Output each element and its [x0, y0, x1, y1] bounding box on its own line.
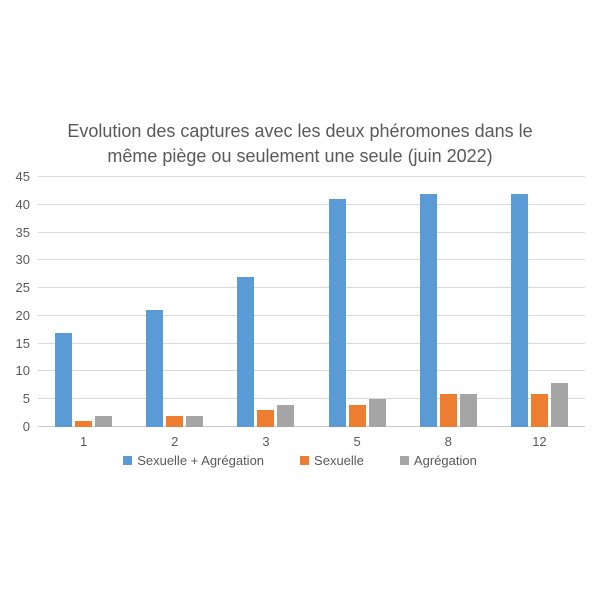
y-tick-20: 20 [15, 307, 30, 323]
y-tick-15: 15 [15, 335, 30, 351]
x-axis-tick-labels: 1 2 3 5 8 12 [38, 434, 585, 449]
legend-swatch-sexuelle [300, 456, 310, 465]
bar-sexuelle-cat-3 [257, 410, 275, 427]
y-tick-35: 35 [15, 224, 30, 240]
gridline-5 [38, 398, 585, 400]
legend: Sexuelle + Agrégation Sexuelle Agrégation [0, 453, 600, 468]
x-tick-5: 5 [353, 434, 361, 449]
y-tick-0: 0 [22, 419, 30, 434]
legend-label-sexuelle-agr-gation: Sexuelle + Agrégation [137, 453, 265, 468]
bar-sexuelle-cat-12 [530, 393, 548, 427]
x-tick-2: 2 [171, 434, 179, 449]
bar-agr-gation-cat-12 [550, 382, 568, 427]
bar-sexuelle-cat-8 [439, 393, 457, 427]
bar-sexuelle-cat-1 [75, 421, 93, 427]
bar-agr-gation-cat-5 [368, 399, 386, 427]
bar-sexuelle-cat-2 [166, 415, 184, 427]
y-tick-30: 30 [15, 252, 30, 268]
legend-item-sexuelle-agr-gation: Sexuelle + Agrégation [123, 453, 264, 468]
bar-group-2 [129, 177, 220, 427]
bar-group-3 [220, 177, 311, 427]
legend-label-agr-gation: Agrégation [413, 453, 477, 468]
chart-title: Evolution des captures avec les deux phé… [67, 121, 533, 166]
bar-agr-gation-cat-3 [277, 404, 295, 427]
y-tick-25: 25 [15, 280, 30, 296]
legend-label-sexuelle: Sexuelle [314, 453, 364, 468]
y-tick-5: 5 [22, 391, 30, 407]
bar-group-1 [38, 177, 129, 427]
gridline-40 [38, 203, 585, 205]
y-tick-10: 10 [15, 363, 30, 379]
bar-group-12 [494, 177, 585, 427]
gridline-25 [38, 287, 585, 289]
legend-item-agr-gation: Agrégation [399, 453, 477, 468]
bar-sexuelle-agr-gation-cat-8 [419, 193, 437, 427]
x-tick-3: 3 [262, 434, 270, 449]
bar-group-8 [403, 177, 494, 427]
bar-sexuelle-agr-gation-cat-1 [55, 332, 73, 427]
legend-item-sexuelle: Sexuelle [300, 453, 364, 468]
bar-group-5 [312, 177, 403, 427]
bar-sexuelle-agr-gation-cat-12 [510, 193, 528, 427]
bar-agr-gation-cat-1 [95, 415, 113, 427]
x-axis-line [38, 426, 585, 427]
gridline-45 [38, 176, 585, 177]
bar-sexuelle-cat-5 [348, 404, 366, 427]
bar-groups [38, 177, 585, 427]
bar-sexuelle-agr-gation-cat-2 [146, 310, 164, 427]
gridline-15 [38, 342, 585, 344]
plot-area [38, 176, 585, 427]
y-axis-tick-labels: 0 5 10 15 20 25 30 35 40 45 [0, 169, 30, 434]
bar-agr-gation-cat-8 [459, 393, 477, 427]
x-tick-1: 1 [79, 434, 88, 449]
y-tick-45: 45 [15, 169, 30, 184]
bar-agr-gation-cat-2 [186, 415, 204, 427]
gridline-20 [38, 314, 585, 316]
bar-sexuelle-agr-gation-cat-3 [237, 277, 255, 427]
gridline-10 [38, 370, 585, 372]
y-tick-40: 40 [15, 196, 30, 212]
gridline-35 [38, 231, 585, 233]
gridline-30 [38, 259, 585, 261]
bar-sexuelle-agr-gation-cat-5 [328, 199, 346, 427]
legend-swatch-agr-gation [399, 456, 409, 465]
legend-swatch-sexuelle-agr-gation [123, 456, 133, 465]
x-tick-12: 12 [532, 434, 547, 449]
x-tick-8: 8 [444, 434, 452, 449]
